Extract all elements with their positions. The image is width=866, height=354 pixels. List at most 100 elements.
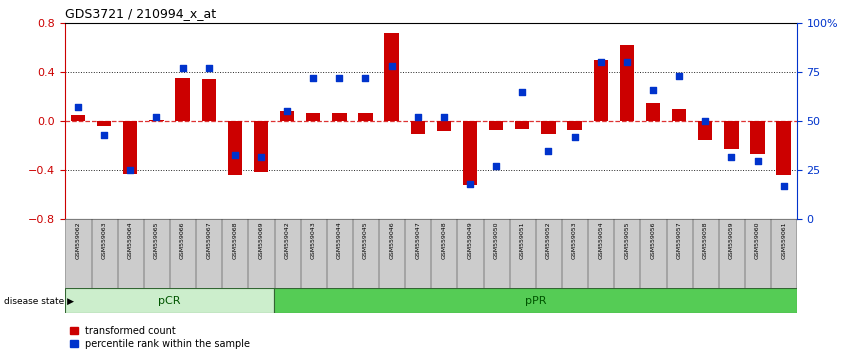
FancyBboxPatch shape — [405, 219, 430, 289]
Point — [646, 87, 660, 93]
Text: GSM559046: GSM559046 — [389, 222, 394, 259]
FancyBboxPatch shape — [274, 288, 797, 313]
Bar — [436, 121, 451, 131]
FancyBboxPatch shape — [301, 219, 326, 289]
Text: GSM559059: GSM559059 — [729, 222, 734, 259]
Point — [202, 65, 216, 71]
FancyBboxPatch shape — [641, 219, 666, 289]
FancyBboxPatch shape — [118, 219, 143, 289]
Point — [123, 167, 137, 173]
Point — [410, 114, 424, 120]
Bar — [149, 120, 164, 121]
Point — [463, 181, 477, 187]
Bar — [698, 121, 713, 140]
Bar — [280, 112, 294, 121]
Point — [307, 75, 320, 81]
Text: GSM559063: GSM559063 — [101, 222, 107, 259]
Text: GSM559058: GSM559058 — [702, 222, 708, 259]
Point — [541, 148, 555, 154]
Bar — [333, 113, 346, 121]
FancyBboxPatch shape — [483, 219, 508, 289]
Bar — [410, 121, 425, 133]
Bar — [228, 121, 242, 175]
Bar — [462, 121, 477, 185]
Point — [672, 73, 686, 79]
Point — [359, 75, 372, 81]
Bar — [489, 121, 503, 130]
FancyBboxPatch shape — [719, 219, 744, 289]
Point — [228, 152, 242, 158]
Text: disease state ▶: disease state ▶ — [4, 296, 74, 306]
Text: GSM559054: GSM559054 — [598, 222, 604, 259]
FancyBboxPatch shape — [536, 219, 561, 289]
FancyBboxPatch shape — [66, 219, 91, 289]
Point — [515, 89, 529, 95]
Text: GSM559052: GSM559052 — [546, 222, 551, 259]
Point — [777, 183, 791, 189]
Text: GSM559066: GSM559066 — [180, 222, 185, 259]
Bar — [71, 115, 85, 121]
Text: GSM559069: GSM559069 — [258, 222, 263, 259]
Text: pCR: pCR — [158, 296, 181, 306]
Bar — [123, 121, 138, 174]
FancyBboxPatch shape — [431, 219, 456, 289]
FancyBboxPatch shape — [144, 219, 169, 289]
Point — [594, 59, 608, 65]
Bar — [724, 121, 739, 149]
Point — [281, 109, 294, 114]
Point — [97, 132, 111, 138]
Point — [333, 75, 346, 81]
Point — [385, 63, 398, 69]
Text: GSM559056: GSM559056 — [650, 222, 656, 259]
FancyBboxPatch shape — [614, 219, 639, 289]
Bar — [646, 103, 660, 121]
Text: GSM559049: GSM559049 — [468, 222, 473, 259]
Bar — [672, 109, 686, 121]
Text: pPR: pPR — [525, 296, 546, 306]
Text: GSM559044: GSM559044 — [337, 222, 342, 259]
FancyBboxPatch shape — [457, 219, 482, 289]
Bar — [620, 45, 634, 121]
Legend: transformed count, percentile rank within the sample: transformed count, percentile rank withi… — [70, 326, 250, 349]
FancyBboxPatch shape — [223, 219, 248, 289]
Text: GSM559057: GSM559057 — [676, 222, 682, 259]
Point — [567, 134, 581, 140]
FancyBboxPatch shape — [196, 219, 221, 289]
FancyBboxPatch shape — [249, 219, 274, 289]
FancyBboxPatch shape — [562, 219, 587, 289]
Bar — [593, 60, 608, 121]
FancyBboxPatch shape — [771, 219, 796, 289]
Point — [71, 105, 85, 110]
Text: GSM559050: GSM559050 — [494, 222, 499, 259]
Bar — [515, 121, 529, 129]
Text: GSM559065: GSM559065 — [154, 222, 159, 259]
Point — [150, 114, 164, 120]
FancyBboxPatch shape — [588, 219, 613, 289]
Bar — [306, 113, 320, 121]
FancyBboxPatch shape — [379, 219, 404, 289]
Point — [489, 164, 503, 169]
FancyBboxPatch shape — [275, 219, 300, 289]
Point — [751, 158, 765, 164]
Point — [437, 114, 451, 120]
Text: GSM559068: GSM559068 — [232, 222, 237, 259]
Text: GSM559047: GSM559047 — [416, 222, 420, 259]
Bar — [202, 80, 216, 121]
Point — [698, 118, 712, 124]
Text: GSM559045: GSM559045 — [363, 222, 368, 259]
Bar — [385, 33, 399, 121]
Point — [620, 59, 634, 65]
Text: GDS3721 / 210994_x_at: GDS3721 / 210994_x_at — [65, 7, 216, 21]
Bar — [750, 121, 765, 154]
Text: GSM559042: GSM559042 — [285, 222, 289, 259]
FancyBboxPatch shape — [170, 219, 195, 289]
Bar — [176, 78, 190, 121]
Bar — [359, 113, 372, 121]
FancyBboxPatch shape — [510, 219, 535, 289]
FancyBboxPatch shape — [92, 219, 117, 289]
Text: GSM559060: GSM559060 — [755, 222, 760, 259]
Point — [254, 154, 268, 159]
FancyBboxPatch shape — [667, 219, 692, 289]
Bar — [777, 121, 791, 175]
Text: GSM559061: GSM559061 — [781, 222, 786, 259]
